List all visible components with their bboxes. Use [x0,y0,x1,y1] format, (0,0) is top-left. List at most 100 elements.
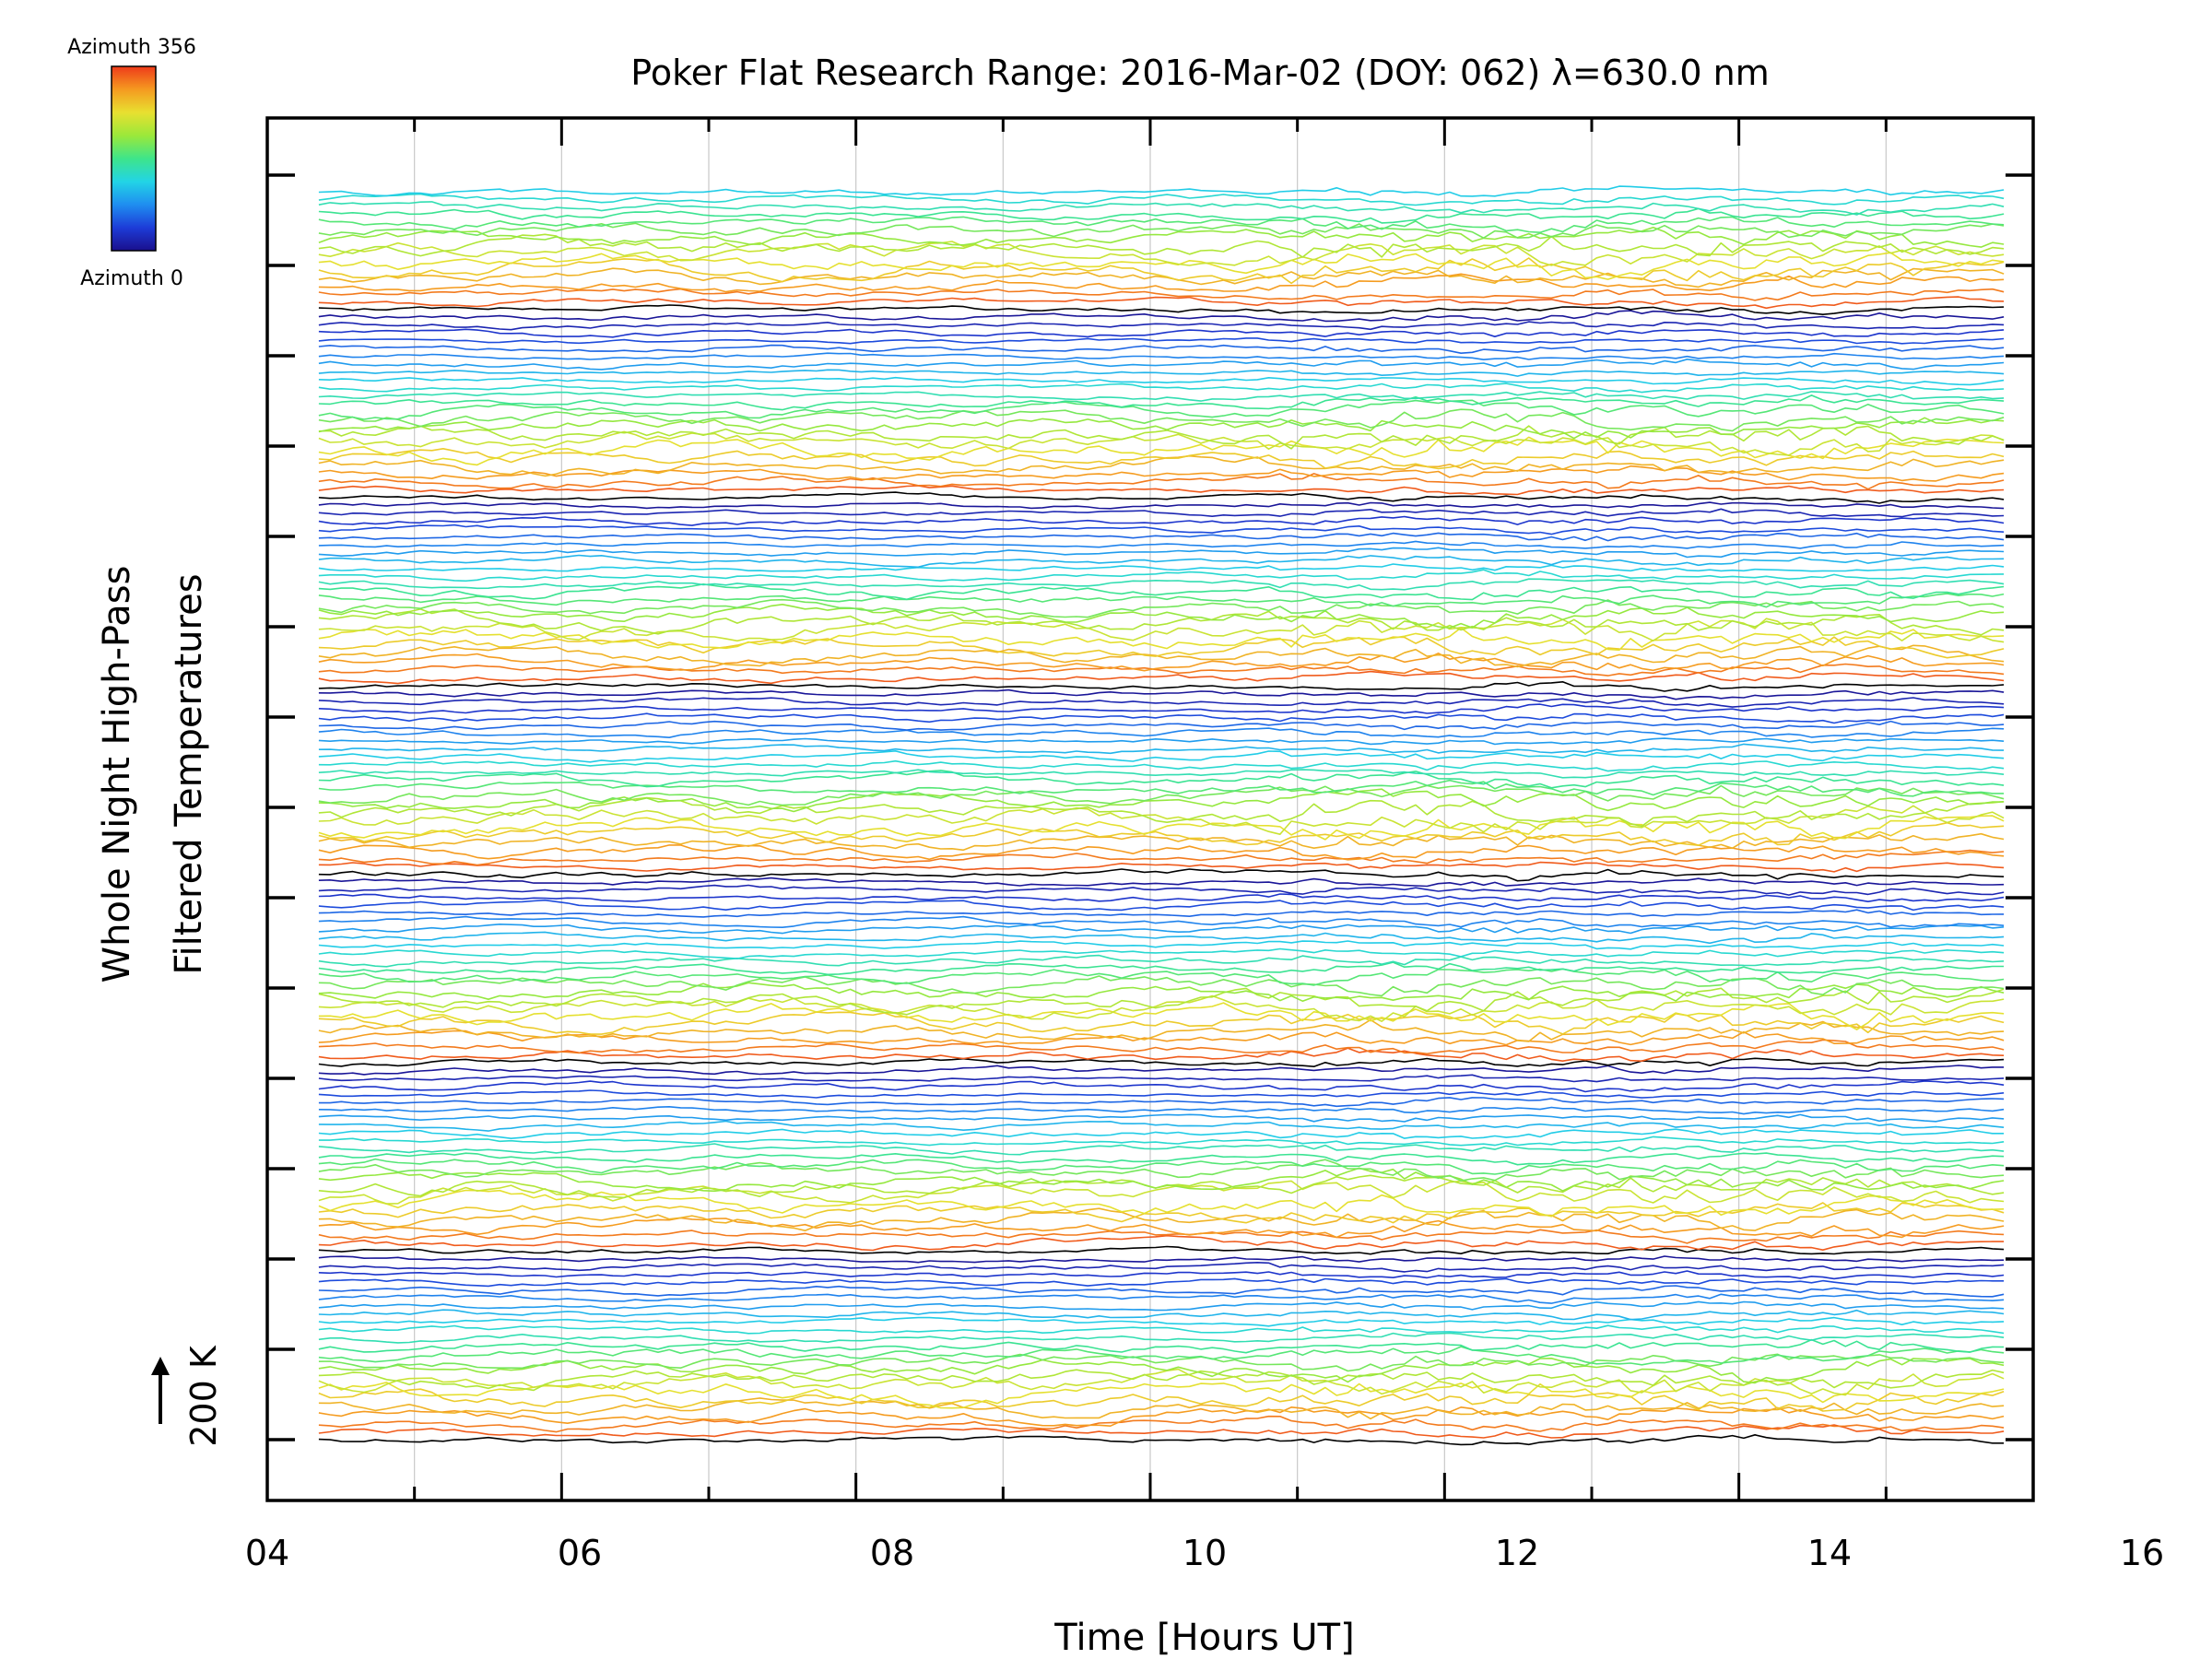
trace-line [318,1270,2005,1280]
trace-line [318,796,2005,828]
trace-line [318,1167,2005,1193]
trace-line [318,849,2005,866]
trace-line [318,321,2005,331]
scale-bar-label: 200 K [183,1345,224,1447]
trace-line [318,1277,2005,1288]
trace-line [318,769,2005,779]
trace-line [318,1229,2005,1244]
colorbar-legend: Azimuth 356 Azimuth 0 [67,36,196,290]
trace-line [318,688,2005,700]
trace-line [318,252,2005,280]
trace-line [318,1018,2005,1042]
trace-line [318,931,2005,945]
trace-line [318,1285,2005,1298]
trace-line [318,788,2005,813]
trace-line [318,1113,2005,1123]
trace-line [318,899,2005,912]
trace-line [318,382,2005,394]
trace-line [318,779,2005,797]
trace-line [318,1202,2005,1224]
trace-line [318,508,2005,518]
trace-line [318,1039,2005,1055]
trace-line [318,1057,2005,1067]
trace-line [318,1424,2005,1439]
trace-line [318,1368,2005,1396]
trace-line [318,618,2005,643]
trace-line [318,697,2005,708]
trace-line [318,1245,2005,1255]
y-axis-label-line2: Filtered Temperatures [168,573,210,974]
trace-line [318,1217,2005,1239]
trace-line [318,1159,2005,1182]
trace-line [318,394,2005,411]
trace-line [318,1030,2005,1046]
trace-line [318,1397,2005,1420]
trace-line [318,644,2005,668]
trace-line [318,358,2005,371]
trace-line [318,328,2005,338]
trace-line [318,227,2005,248]
trace-line [318,1338,2005,1354]
trace-line [318,532,2005,542]
trace-line [318,743,2005,755]
trace-line [318,1406,2005,1427]
trace-line [318,1234,2005,1252]
colorbar-bottom-label: Azimuth 0 [80,267,183,290]
trace-line [318,417,2005,440]
trace-line [318,465,2005,482]
trace-line [318,1065,2005,1076]
trace-line [318,569,2005,582]
trace-line [318,207,2005,224]
trace-line [318,1316,2005,1327]
trace-line [318,627,2005,652]
trace-line [318,1293,2005,1304]
trace-line [318,1128,2005,1139]
trace-line [318,636,2005,659]
trace-line [318,273,2005,293]
trace-line [318,524,2005,535]
trace-line [318,547,2005,559]
trace-line [318,1074,2005,1083]
trace-line [318,737,2005,746]
trace-line [318,987,2005,1016]
trace-line [318,430,2005,456]
trace-line [318,1158,2005,1175]
trace-line [318,712,2005,724]
trace-line [318,1080,2005,1093]
trace-line [318,982,2005,1002]
trace-line [318,1255,2005,1264]
trace-line [318,1135,2005,1147]
trace-line [318,337,2005,345]
trace-line [318,241,2005,266]
trace-line [318,201,2005,216]
trace-line [318,563,2005,572]
trace-line [318,352,2005,361]
trace-line [318,1434,2005,1446]
trace-line [318,1262,2005,1273]
trace-line [318,1047,2005,1062]
trace-line [318,408,2005,432]
chart-title: Poker Flat Research Range: 2016-Mar-02 (… [630,53,1769,93]
trace-line [318,296,2005,310]
trace-line [318,770,2005,789]
trace-line [318,1097,2005,1108]
trace-line [318,376,2005,386]
trace-line [318,1207,2005,1231]
trace-line [318,968,2005,986]
x-axis-label: Time [Hours UT] [1053,1617,1354,1659]
trace-line [318,578,2005,591]
trace-line [318,515,2005,526]
trace-line [318,185,2005,197]
trace-line [318,821,2005,847]
trace-line [318,1189,2005,1218]
trace-line [318,304,2005,316]
trace-line [318,749,2005,763]
x-tick-labels: 04 06 08 10 12 14 16 [245,1533,2164,1573]
trace-line [318,1089,2005,1099]
trace-line [318,861,2005,873]
trace-line [318,233,2005,258]
trace-line [318,720,2005,731]
trace-line [318,501,2005,510]
trace-line [318,815,2005,841]
trace-line [318,257,2005,285]
